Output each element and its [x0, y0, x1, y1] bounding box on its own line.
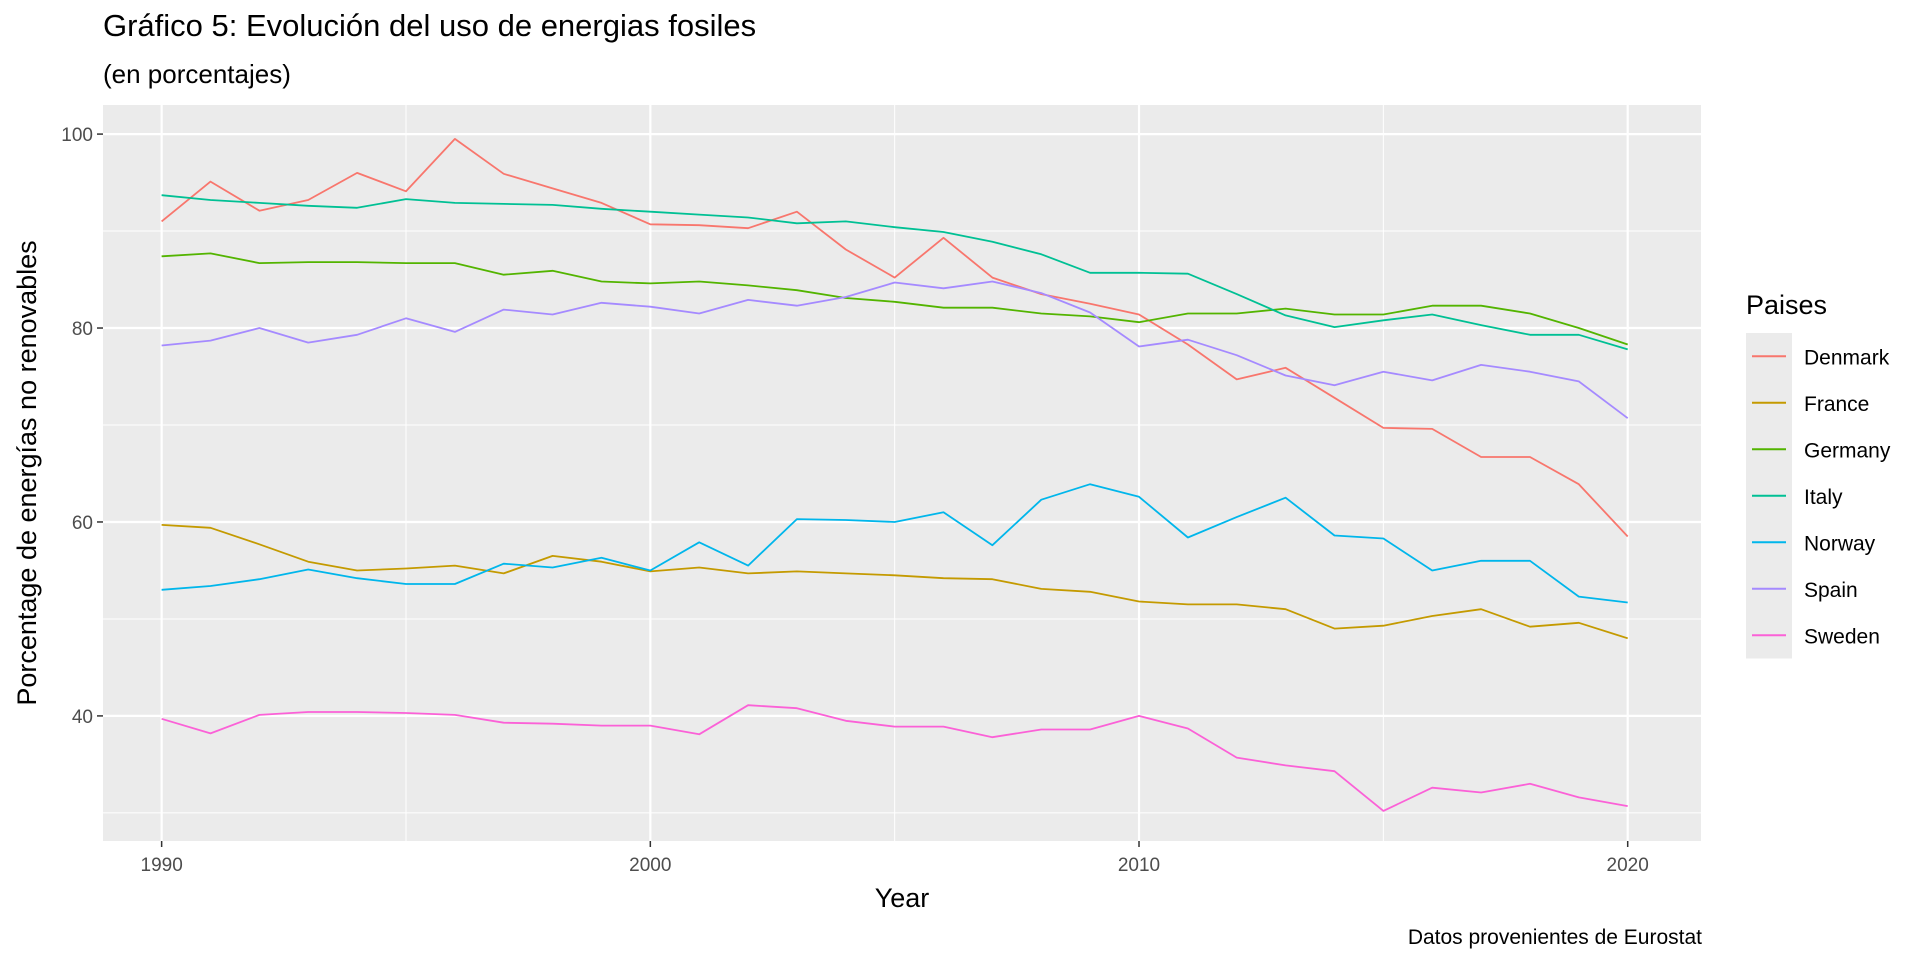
legend-label-spain: Spain	[1804, 579, 1858, 602]
y-tick-label: 40	[72, 707, 93, 728]
x-tick-label: 2020	[1607, 855, 1649, 876]
major-grid	[103, 105, 1701, 841]
legend-label-germany: Germany	[1804, 439, 1891, 462]
series-line-italy	[161, 194, 1628, 351]
series-line-sweden	[161, 704, 1628, 812]
chart-caption: Datos provenientes de Eurostat	[1407, 926, 1702, 949]
chart-subtitle: (en porcentajes)	[103, 59, 291, 89]
x-axis: 1990 2000 2010 2020	[141, 841, 1649, 876]
series-line-denmark	[161, 137, 1629, 538]
x-tick-label: 2000	[629, 855, 671, 876]
legend-label-denmark: Denmark	[1804, 346, 1890, 369]
legend-title: Paises	[1746, 290, 1827, 320]
plot-panel	[103, 105, 1701, 841]
series-line-spain	[161, 280, 1629, 419]
legend-label-italy: Italy	[1804, 486, 1843, 509]
y-axis: 40 60 80 100	[61, 125, 103, 728]
y-tick-label: 100	[61, 125, 93, 146]
series-line-germany	[161, 252, 1628, 346]
chart-title: Gráfico 5: Evolución del uso de energias…	[103, 8, 757, 43]
y-tick-label: 60	[72, 513, 93, 534]
x-tick-label: 1990	[141, 855, 183, 876]
x-tick-label: 2010	[1118, 855, 1160, 876]
legend: Paises Denmark France Germany Italy Norway Sp…	[1746, 290, 1891, 659]
legend-label-sweden: Sweden	[1804, 625, 1880, 648]
legend-label-france: France	[1804, 393, 1869, 416]
minor-grid	[103, 105, 1701, 841]
series-line-norway	[161, 483, 1628, 604]
y-axis-title: Porcentage de energías no renovables	[12, 240, 42, 705]
x-axis-title: Year	[875, 883, 930, 913]
y-tick-label: 80	[72, 319, 93, 340]
series-line-france	[161, 524, 1628, 640]
legend-label-norway: Norway	[1804, 532, 1876, 555]
series-lines	[161, 137, 1629, 812]
